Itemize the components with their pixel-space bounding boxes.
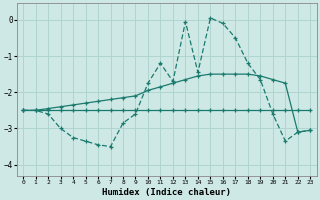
X-axis label: Humidex (Indice chaleur): Humidex (Indice chaleur) <box>102 188 231 197</box>
